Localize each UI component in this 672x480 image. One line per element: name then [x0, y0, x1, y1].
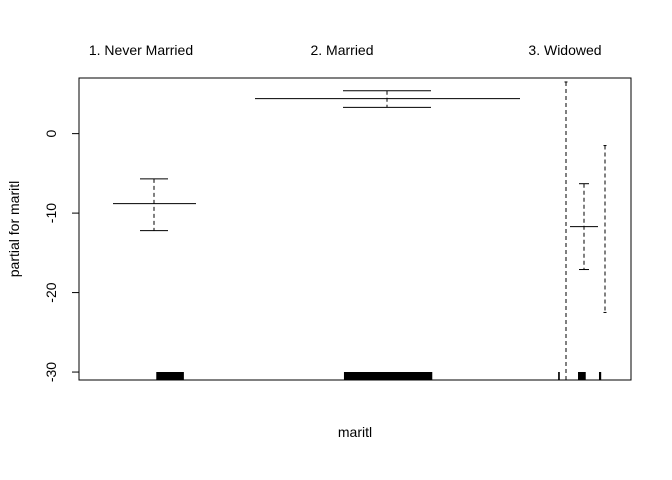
y-tick-label: -30	[43, 362, 59, 382]
category-label: 2. Married	[310, 42, 373, 58]
category-label: 3. Widowed	[528, 42, 601, 58]
rug-mark	[578, 372, 586, 380]
rug-mark	[598, 372, 602, 380]
y-tick-label: -10	[43, 203, 59, 223]
y-tick-label: -20	[43, 282, 59, 302]
category-labels: 1. Never Married 2. Married 3. Widowed	[89, 42, 602, 58]
category-label: 1. Never Married	[89, 42, 193, 58]
plot-frame	[78, 77, 632, 381]
y-axis: -30 -20 -10 0	[43, 130, 80, 382]
x-axis-label: maritl	[338, 424, 372, 440]
y-tick-label: 0	[43, 130, 59, 138]
rug-mark	[343, 372, 433, 380]
y-axis-label: partial for maritl	[6, 181, 22, 277]
rug-mark	[558, 372, 560, 380]
rug-mark	[156, 372, 184, 380]
